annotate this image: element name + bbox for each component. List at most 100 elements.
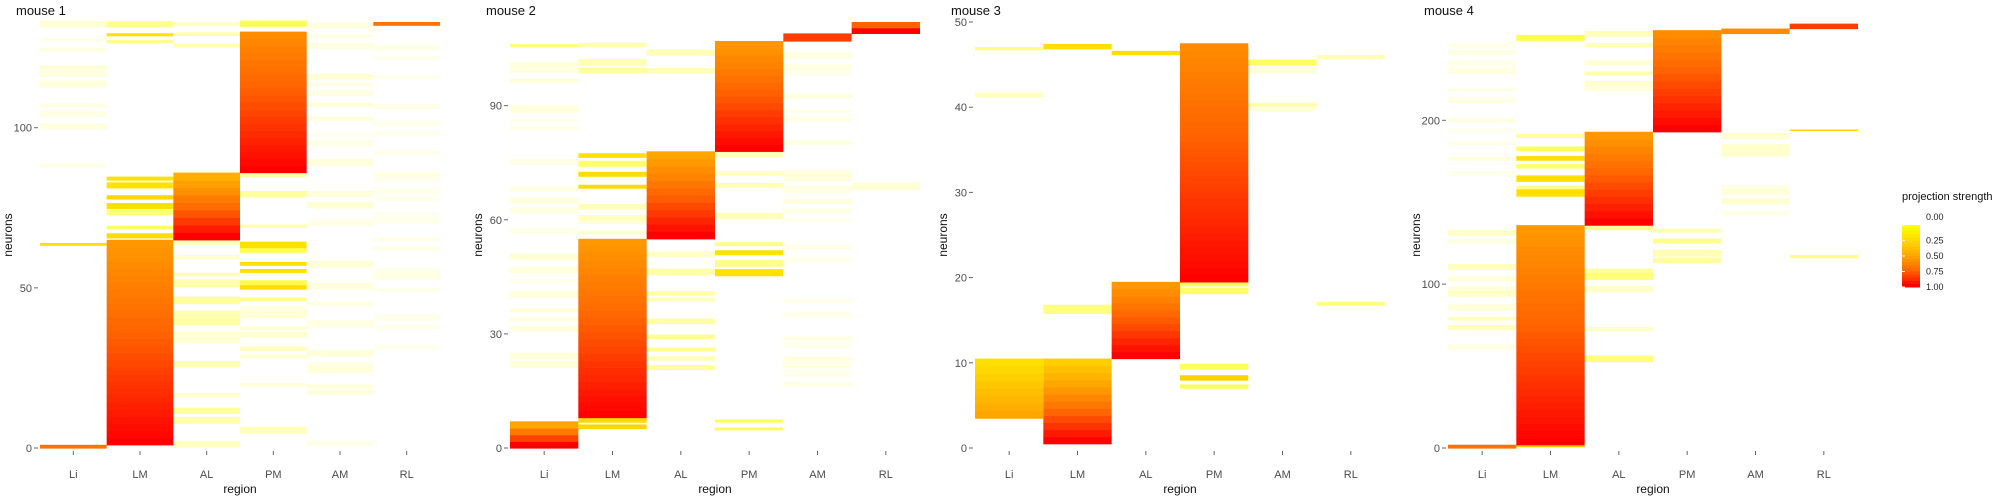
heat-cell — [106, 246, 174, 255]
heat-cell — [1516, 437, 1585, 446]
heat-cell — [578, 274, 647, 283]
heat-cell — [783, 139, 852, 145]
heat-cell — [715, 123, 784, 132]
heat-cell — [578, 171, 647, 177]
heat-cell — [1043, 429, 1112, 438]
heat-cell — [1516, 423, 1585, 432]
legend-swatch — [1902, 262, 1920, 266]
y-tick-label: 50 — [20, 283, 32, 295]
heat-cell — [646, 365, 715, 371]
heat-cell — [1584, 138, 1653, 147]
heat-cell — [240, 191, 307, 197]
panel-4: mouse 4 0 100 200 Li LM AL PM AM RL region neurons — [1409, 3, 1858, 496]
heat-cell — [783, 115, 852, 123]
heat-cell — [646, 202, 715, 211]
heat-cell — [975, 403, 1044, 412]
heat-cell — [106, 275, 174, 283]
heat-cell — [240, 87, 307, 96]
heat-cell — [1111, 330, 1180, 339]
heat-cell — [1721, 198, 1790, 205]
heat-cell — [1516, 366, 1585, 375]
heat-cell — [306, 384, 374, 389]
heat-cell — [783, 69, 852, 77]
y-tick-label: 0 — [961, 443, 967, 455]
heat-cell — [646, 356, 715, 361]
heat-cell — [1584, 226, 1653, 231]
legend-swatch — [1902, 225, 1920, 229]
y-tick-label: 0 — [1434, 443, 1440, 455]
heat-cell — [1180, 260, 1249, 269]
heat-cell — [173, 318, 240, 325]
heat-cell — [373, 75, 440, 79]
heat-cell — [106, 317, 174, 326]
x-tick-label: PM — [741, 469, 758, 481]
x-tick-label: Li — [540, 469, 549, 481]
heat-cell — [510, 43, 579, 48]
heat-cell — [40, 47, 107, 53]
heat-cell — [715, 182, 784, 188]
heat-cell — [1584, 217, 1653, 226]
heat-cell — [646, 216, 715, 225]
heat-cell — [1448, 291, 1517, 298]
heat-cell — [373, 287, 440, 292]
heat-cell — [1448, 344, 1517, 350]
heat-cell — [1180, 78, 1249, 86]
heat-cell — [1043, 422, 1112, 431]
heat-cell — [306, 361, 374, 367]
x-tick-label: AL — [674, 469, 687, 481]
y-tick-label: 60 — [490, 215, 502, 227]
heat-cell — [783, 356, 852, 361]
heat-cell — [1180, 183, 1249, 192]
heat-cell — [1180, 43, 1249, 51]
heat-cell — [373, 103, 440, 109]
heat-cell — [1448, 325, 1517, 331]
heat-cell — [1653, 110, 1722, 118]
heat-cell — [1043, 379, 1112, 388]
heat-cell — [240, 306, 307, 313]
heat-cell — [1180, 155, 1249, 164]
heat-cell — [646, 180, 715, 189]
heat-cell — [106, 402, 174, 411]
heat-cell — [783, 93, 852, 99]
heat-cell — [1516, 338, 1585, 347]
heat-cell — [578, 367, 647, 376]
heat-cell — [578, 288, 647, 297]
heat-cell — [173, 22, 240, 26]
heat-cell — [173, 296, 240, 304]
heat-cell — [106, 324, 174, 333]
heat-cell — [1180, 85, 1249, 94]
heat-cell — [173, 172, 240, 181]
heat-cell — [1180, 50, 1249, 58]
heat-cell — [1043, 304, 1112, 314]
heat-cell — [1180, 287, 1249, 295]
heat-cell — [1448, 140, 1517, 146]
heat-cell — [578, 324, 647, 333]
heat-cell — [1653, 88, 1722, 97]
heat-cell — [1516, 35, 1585, 41]
heat-cell — [1516, 288, 1585, 297]
heat-cell — [1516, 189, 1585, 197]
heat-cell — [578, 160, 647, 167]
heat-cell — [373, 324, 440, 330]
heat-cell — [1653, 249, 1722, 257]
heat-cell — [1584, 203, 1653, 212]
heat-cell — [578, 296, 647, 304]
heat-cell — [783, 52, 852, 59]
heat-cell — [106, 374, 174, 382]
heat-cell — [1653, 80, 1722, 89]
heat-cell — [1180, 113, 1249, 122]
panel-title: mouse 2 — [486, 3, 536, 18]
heat-cell — [1721, 184, 1790, 190]
heat-cell — [173, 224, 240, 233]
heat-cell — [1111, 281, 1180, 290]
heat-cell — [240, 59, 307, 68]
heat-cell — [1584, 196, 1653, 205]
heat-cell — [1111, 309, 1180, 318]
heat-cell — [975, 410, 1044, 419]
heat-cell — [1721, 132, 1790, 140]
heat-cell — [106, 331, 174, 340]
heat-cell — [1448, 229, 1517, 236]
heat-cell — [1316, 55, 1385, 60]
heat-cell — [1043, 372, 1112, 381]
heat-cell — [578, 310, 647, 319]
